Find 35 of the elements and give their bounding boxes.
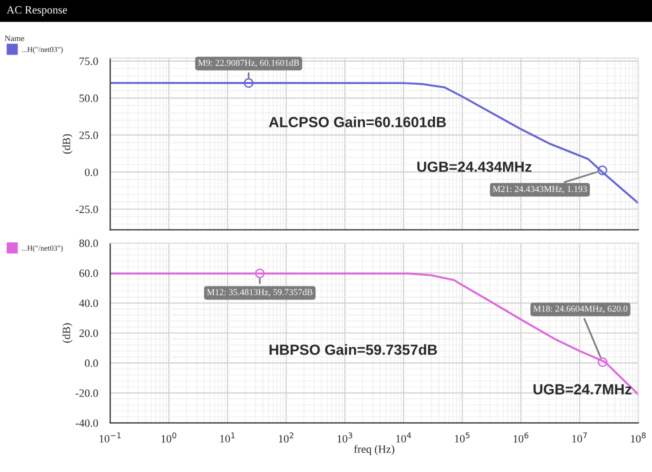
y-tick-label: -40.0 xyxy=(76,419,98,427)
y-tick-label: 0.0 xyxy=(84,168,98,176)
y-axis-title: (dB) xyxy=(62,134,72,154)
annotation: HBPSO Gain=59.7357dB xyxy=(270,344,437,355)
y-tick-label: 60.0 xyxy=(79,270,98,278)
y-tick-label: 80.0 xyxy=(79,240,98,248)
annotation: ALCPSO Gain=60.1601dB xyxy=(268,116,446,128)
x-tick-label: 10$^{0}$ xyxy=(162,432,176,443)
y-tick-label: 40.0 xyxy=(79,299,98,308)
annotation: M18: 24.6604MHz, 620.0 xyxy=(533,306,628,313)
y-tick-label: 75.0 xyxy=(80,57,98,66)
annotation: M12: 35.4813Hz, 59.7357dB xyxy=(207,288,312,296)
y-tick-label: -25.0 xyxy=(76,206,98,214)
x-tick-label: 10$^{4}$ xyxy=(396,432,412,442)
chart-title: AC Response xyxy=(6,6,67,16)
y-tick-label: 20.0 xyxy=(79,329,98,338)
y-axis-title: (dB) xyxy=(62,323,72,343)
y-tick-label: 25.0 xyxy=(79,132,98,140)
annotation: M21: 24.4343MHz, 1.193 xyxy=(492,186,587,194)
legend-title: Name xyxy=(4,36,24,42)
annotation: UGB=24.7MHz xyxy=(534,384,632,394)
x-tick-label: 10$^{5}$ xyxy=(454,432,470,442)
x-tick-label: 10$^{7}$ xyxy=(572,432,587,442)
x-tick-label: 10$^{2}$ xyxy=(278,432,294,443)
x-tick-label: 10$^{−1}$ xyxy=(100,432,121,442)
annotation: M9: 22.9087Hz, 60.1601dB xyxy=(198,59,300,68)
x-tick-label: 10$^{1}$ xyxy=(220,432,235,442)
x-tick-label: 10$^{3}$ xyxy=(338,432,352,443)
annotation: UGB=24.434MHz xyxy=(417,162,532,172)
y-tick-label: 50.0 xyxy=(80,94,98,102)
y-tick-label: -20.0 xyxy=(76,389,98,397)
x-axis-title: freq (Hz) xyxy=(354,444,394,456)
y-tick-label: 0.0 xyxy=(84,359,98,367)
x-tick-label: 10$^{6}$ xyxy=(514,432,528,443)
x-tick-label: 10$^{8}$ xyxy=(631,432,646,443)
